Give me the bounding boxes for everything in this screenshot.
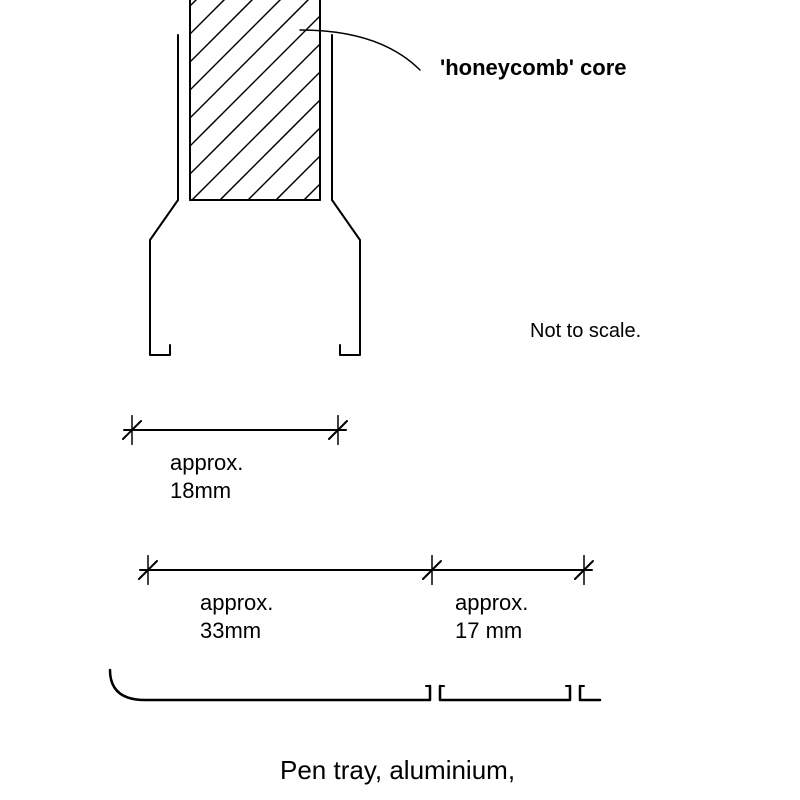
title-label: Pen tray, aluminium, [280,755,515,786]
dim-17mm-value: 17 mm [455,618,522,644]
dim-17mm-approx: approx. [455,590,528,616]
honeycomb-core-label: 'honeycomb' core [440,55,627,81]
dim-18mm-value: 18mm [170,478,231,504]
technical-drawing [0,0,800,800]
not-to-scale-label: Not to scale. [530,320,641,343]
dim-33mm-value: 33mm [200,618,261,644]
dim-18mm-approx: approx. [170,450,243,476]
dim-33mm-approx: approx. [200,590,273,616]
